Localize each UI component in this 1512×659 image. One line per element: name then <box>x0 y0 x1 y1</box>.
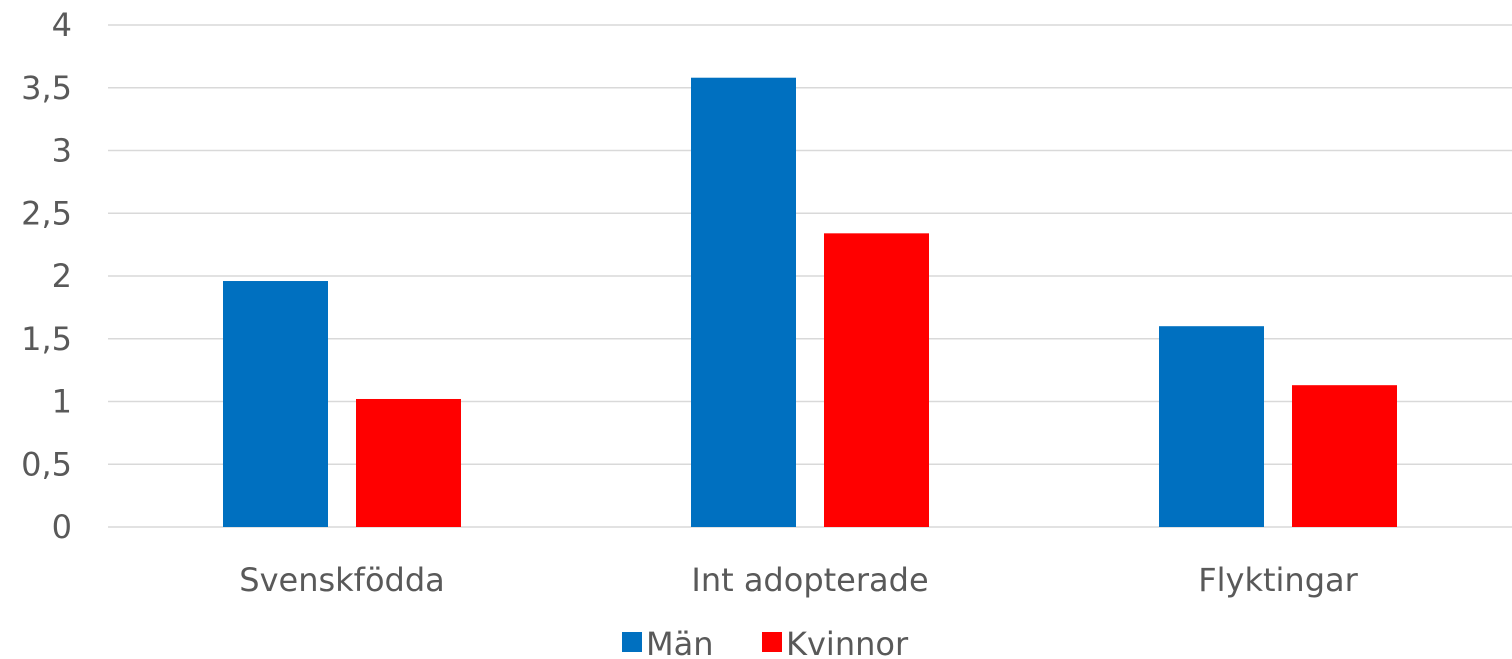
y-tick-label: 2,5 <box>21 194 72 232</box>
y-tick-label: 3,5 <box>21 69 72 107</box>
bar-kvinnor <box>824 233 929 527</box>
legend-swatch <box>622 632 642 652</box>
legend: Män Kvinnor <box>622 625 909 659</box>
legend-swatch <box>762 632 782 652</box>
y-tick-label: 1 <box>52 383 72 421</box>
x-category-label: Svenskfödda <box>239 561 445 599</box>
bar-kvinnor <box>356 398 461 527</box>
gridlines <box>108 24 1512 528</box>
bar-kvinnor <box>1292 385 1397 527</box>
y-tick-label: 0,5 <box>21 445 72 483</box>
bar-man <box>223 281 328 527</box>
y-tick-label: 0 <box>52 508 72 546</box>
y-tick-label: 2 <box>52 257 72 295</box>
legend-label: Män <box>646 625 714 659</box>
x-category-label: Flyktingar <box>1198 561 1358 599</box>
legend-label: Kvinnor <box>786 625 909 659</box>
bar-man <box>691 77 796 528</box>
y-tick-label: 3 <box>52 132 72 170</box>
y-tick-label: 4 <box>52 6 72 44</box>
x-category-label: Int adopterade <box>691 561 928 599</box>
bar-man <box>1159 326 1264 527</box>
bars <box>223 77 1397 528</box>
y-axis-ticks: 0 0,5 1 1,5 2 2,5 3 3,5 4 <box>21 6 72 546</box>
x-axis-categories: Svenskfödda Int adopterade Flyktingar <box>239 561 1358 599</box>
y-tick-label: 1,5 <box>21 320 72 358</box>
